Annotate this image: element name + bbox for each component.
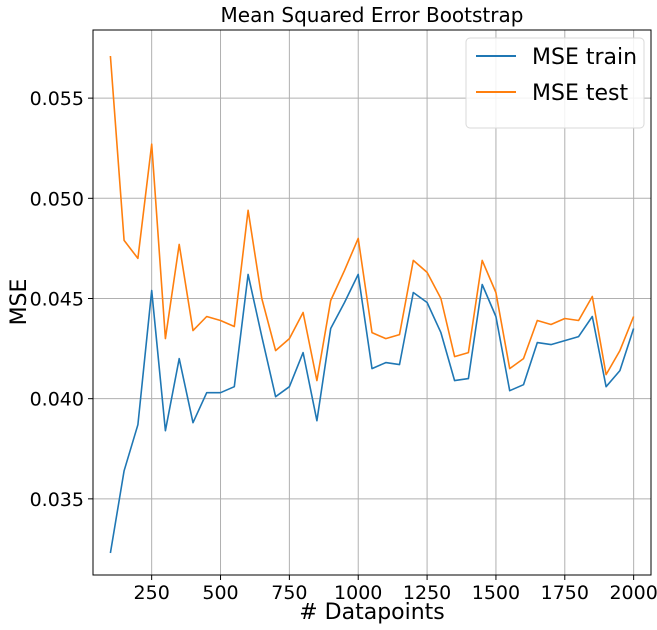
y-axis-label: MSE (7, 279, 32, 326)
y-tick-label: 0.055 (30, 88, 84, 110)
x-tick-label: 2000 (609, 582, 657, 604)
legend: MSE train MSE test (465, 37, 645, 129)
x-tick-label: 1500 (472, 582, 520, 604)
series-line-2 (109, 55, 635, 382)
legend-label: MSE test (532, 81, 628, 106)
y-tick-label: 0.045 (30, 288, 84, 310)
x-tick-label: 1000 (334, 582, 382, 604)
chart-title: Mean Squared Error Bootstrap (221, 3, 524, 27)
x-axis-label: # Datapoints (299, 600, 445, 625)
plot-frame (92, 29, 652, 576)
legend-label: MSE train (532, 45, 637, 70)
y-tick-label: 0.035 (30, 489, 84, 511)
y-tick-label: 0.040 (30, 389, 84, 411)
x-tick-label: 1250 (403, 582, 451, 604)
x-tick-label: 500 (202, 582, 238, 604)
series-lines (109, 55, 635, 554)
x-tick-label: 750 (271, 582, 307, 604)
ticks: 250 500 750 1000 1250 1500 1750 2000 0.035 0.040 0… (30, 88, 657, 604)
x-tick-label: 1750 (541, 582, 589, 604)
x-tick-label: 250 (134, 582, 170, 604)
series-line-1 (109, 273, 635, 554)
legend-box (465, 37, 645, 129)
y-tick-label: 0.050 (30, 188, 84, 210)
